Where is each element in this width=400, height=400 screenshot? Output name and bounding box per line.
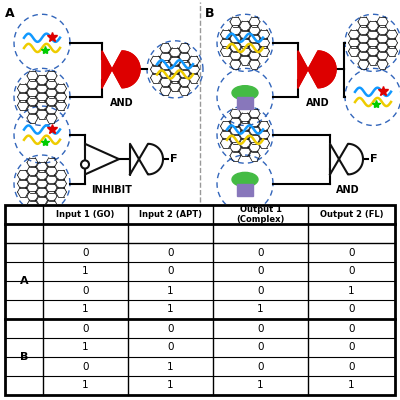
Text: 0: 0: [348, 342, 355, 352]
Text: 0: 0: [167, 324, 174, 334]
Polygon shape: [298, 51, 336, 88]
Circle shape: [81, 160, 89, 168]
Text: Output 1
(Complex): Output 1 (Complex): [236, 205, 285, 224]
Polygon shape: [102, 51, 140, 88]
Text: Output 2 (FL): Output 2 (FL): [320, 210, 383, 219]
Polygon shape: [330, 144, 363, 174]
Text: 0: 0: [167, 266, 174, 276]
Text: AND: AND: [110, 98, 134, 108]
Text: 0: 0: [167, 342, 174, 352]
Text: Input 1 (GO): Input 1 (GO): [56, 210, 115, 219]
Text: INHIBIT: INHIBIT: [92, 185, 132, 195]
Text: 0: 0: [348, 248, 355, 258]
Text: 0: 0: [348, 362, 355, 372]
Text: 0: 0: [82, 324, 89, 334]
Text: 0: 0: [257, 248, 264, 258]
Text: 0: 0: [257, 266, 264, 276]
Text: 0: 0: [167, 248, 174, 258]
Text: 1: 1: [82, 266, 89, 276]
Text: F: F: [170, 154, 178, 164]
Text: AND: AND: [306, 98, 330, 108]
Text: AND: AND: [336, 185, 360, 195]
Text: A: A: [5, 7, 15, 20]
Text: Input 2 (APT): Input 2 (APT): [139, 210, 202, 219]
Bar: [237, 97, 253, 109]
Polygon shape: [130, 144, 163, 174]
Text: 0: 0: [82, 286, 89, 296]
Text: 1: 1: [167, 362, 174, 372]
Text: 0: 0: [348, 266, 355, 276]
Text: 1: 1: [82, 342, 89, 352]
Ellipse shape: [232, 172, 258, 187]
Text: 0: 0: [348, 304, 355, 314]
Polygon shape: [85, 144, 119, 174]
Text: 0: 0: [257, 324, 264, 334]
Text: 0: 0: [257, 362, 264, 372]
Text: 1: 1: [257, 304, 264, 314]
Text: 1: 1: [82, 304, 89, 314]
Bar: [237, 184, 253, 196]
Text: 0: 0: [257, 286, 264, 296]
Text: 0: 0: [82, 248, 89, 258]
Text: A: A: [20, 276, 28, 286]
Text: 1: 1: [167, 304, 174, 314]
Ellipse shape: [232, 86, 258, 100]
Text: 1: 1: [348, 380, 355, 390]
Text: B: B: [20, 352, 28, 362]
Text: 1: 1: [348, 286, 355, 296]
Text: 1: 1: [167, 286, 174, 296]
Text: F: F: [370, 154, 378, 164]
Text: 0: 0: [257, 342, 264, 352]
Text: 0: 0: [348, 324, 355, 334]
Text: 1: 1: [167, 380, 174, 390]
Text: 1: 1: [257, 380, 264, 390]
Text: 1: 1: [82, 380, 89, 390]
Text: B: B: [205, 7, 214, 20]
Text: 0: 0: [82, 362, 89, 372]
